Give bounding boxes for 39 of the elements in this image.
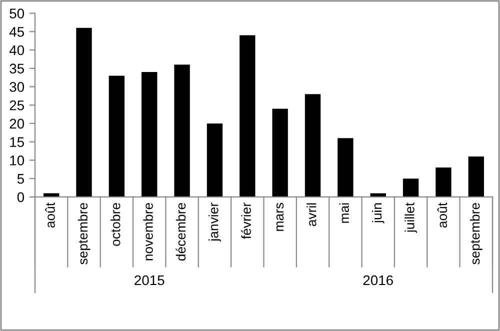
x-tick-label: août [45,202,55,228]
bar [240,35,256,197]
y-tick-label: 45 [9,27,24,37]
bar [338,138,354,197]
x-tick-label: mai [339,203,349,223]
text: 2015 [134,275,164,286]
x-tick-label: novembre [143,203,153,260]
y-tick-label: 35 [10,64,24,74]
bar [108,76,125,197]
bar [142,72,158,197]
y-tick-label: 10 [10,156,24,166]
x-tick-label: février [241,202,251,239]
bar [304,94,321,197]
x-tick-label: septembre [78,203,90,264]
x-tick-label: août [437,202,448,228]
y-tick-label: 50 [10,8,24,18]
bar [272,108,288,197]
y-tick-label: 15 [10,137,24,148]
bar [206,123,223,197]
x-tick-label: juin [372,203,384,224]
x-tick-label: janvier [208,202,221,242]
y-tick-label: 40 [9,45,24,56]
bar [402,178,419,197]
x-tick-label: juillet [404,202,417,233]
x-tick-label: octobre [110,203,120,246]
y-tick-label: 20 [10,118,24,129]
bar [436,168,452,197]
x-tick-label: septembre [470,203,482,264]
y-tick-label: 5 [17,174,24,184]
bar [468,156,484,197]
text: 2016 [363,275,393,286]
x-tick-label: décembre [176,203,186,261]
x-tick-label: mars [276,202,284,231]
y-tick-label: 25 [10,100,24,110]
bar [174,64,190,197]
x-tick-label: avril [306,203,316,226]
y-tick-label: 30 [10,82,24,92]
y-tick-label: 0 [17,192,24,202]
bar [76,28,92,197]
